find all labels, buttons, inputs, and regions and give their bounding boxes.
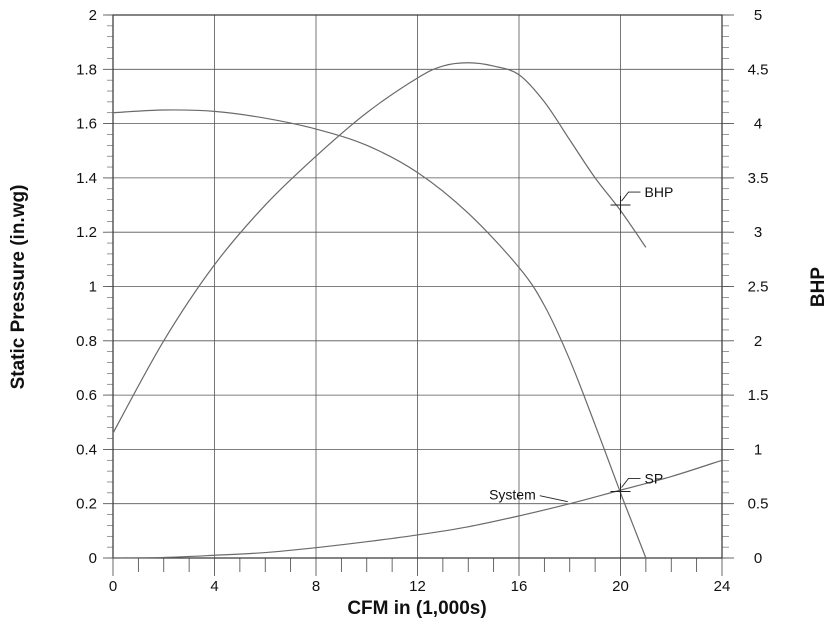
y-tick-label: 2 xyxy=(89,7,97,24)
y-tick-label: 0.6 xyxy=(76,387,97,404)
y2-tick-label: 0.5 xyxy=(748,496,769,513)
x-tick-label: 0 xyxy=(109,578,117,595)
x-tick-label: 8 xyxy=(312,578,320,595)
x-tick-label: 12 xyxy=(409,578,426,595)
axes: 0 4 8 12 16 20 2400.20.40.60.811.21.41.61.8200… xyxy=(76,7,768,595)
y-tick-label: 0 xyxy=(89,550,97,567)
y2-tick-label: 3.5 xyxy=(748,170,769,187)
bhp-annotation: BHP xyxy=(645,184,674,200)
annotation-layer: BHP SP System xyxy=(489,184,673,503)
y-tick-label: 1.6 xyxy=(76,116,97,133)
static-pressure-curve xyxy=(112,109,647,559)
y2-tick-label: 4.5 xyxy=(748,61,769,78)
y-tick-label: 1.2 xyxy=(76,224,97,241)
y-tick-label: 0.8 xyxy=(76,333,97,350)
x-tick-label: 20 xyxy=(612,578,629,595)
system-annotation: System xyxy=(489,487,536,503)
bhp-curve xyxy=(112,62,647,434)
x-axis-title: CFM in (1,000s) xyxy=(347,598,486,619)
y-tick-label: 1.8 xyxy=(76,61,97,78)
sp-leader-line xyxy=(621,478,641,488)
sp-annotation: SP xyxy=(645,470,664,486)
y2-tick-label: 1.5 xyxy=(748,387,769,404)
y2-axis-title: BHP xyxy=(808,267,829,307)
y2-tick-label: 5 xyxy=(754,7,762,24)
y2-tick-label: 0 xyxy=(754,550,762,567)
y-tick-label: 1.4 xyxy=(76,170,97,187)
y2-tick-label: 2.5 xyxy=(748,279,769,296)
y-tick-label: 1 xyxy=(89,279,97,296)
grid xyxy=(112,14,723,559)
system-leader-line xyxy=(539,495,568,503)
y-tick-label: 0.2 xyxy=(76,496,97,513)
x-tick-label: 24 xyxy=(714,578,731,595)
y2-tick-label: 1 xyxy=(754,441,762,458)
y-axis-title: Static Pressure (in.wg) xyxy=(8,185,29,390)
x-tick-label: 4 xyxy=(210,578,218,595)
y2-tick-label: 2 xyxy=(754,333,762,350)
y-tick-label: 0.4 xyxy=(76,441,97,458)
y2-tick-label: 3 xyxy=(754,224,762,241)
x-tick-label: 16 xyxy=(511,578,528,595)
bhp-leader-line xyxy=(621,191,641,202)
y2-tick-label: 4 xyxy=(754,116,762,133)
